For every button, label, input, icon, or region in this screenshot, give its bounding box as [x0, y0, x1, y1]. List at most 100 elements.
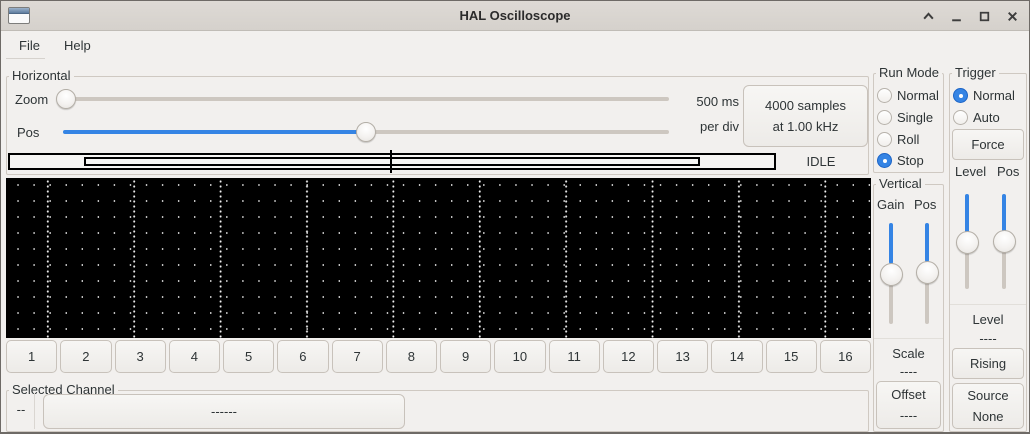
radio-label: Normal — [897, 88, 939, 103]
radio-icon — [877, 88, 892, 103]
vertical-pos-label: Pos — [914, 197, 937, 212]
trigger-option-auto[interactable]: Auto — [953, 109, 1000, 126]
channel-button-2[interactable]: 2 — [60, 340, 112, 373]
radio-label: Single — [897, 110, 934, 125]
run-mode-option-stop[interactable]: Stop — [877, 152, 924, 169]
selected-channel-number: -- — [16, 402, 26, 417]
channel-button-row: 1 2 3 4 5 6 7 8 9 10 11 12 13 14 15 16 — [6, 340, 871, 373]
vertical-pos-slider-fill[interactable] — [925, 223, 929, 262]
maximize-icon[interactable] — [975, 7, 993, 25]
scope-display[interactable] — [6, 178, 871, 338]
offset-button-value: ---- — [899, 408, 918, 423]
channel-button-14[interactable]: 14 — [711, 340, 763, 373]
trigger-frame-label: Trigger — [952, 65, 999, 81]
status-badge: IDLE — [806, 154, 836, 169]
samples-button[interactable]: 4000 samples at 1.00 kHz — [743, 85, 868, 147]
gain-slider-fill[interactable] — [889, 223, 893, 264]
trigger-separator — [950, 304, 1026, 305]
samples-rate: at 1.00 kHz — [772, 119, 839, 134]
timebase-readout: 500 ms per div — [663, 89, 739, 139]
radio-icon — [877, 110, 892, 125]
shade-icon[interactable] — [919, 7, 937, 25]
run-mode-option-roll[interactable]: Roll — [877, 131, 919, 148]
radio-icon-selected — [953, 88, 968, 103]
vertical-frame-label: Vertical — [876, 176, 925, 192]
force-button[interactable]: Force — [952, 129, 1024, 160]
source-button-label: Source — [967, 388, 1009, 403]
window-controls — [919, 1, 1021, 31]
run-mode-option-normal[interactable]: Normal — [877, 87, 939, 104]
minimize-icon[interactable] — [947, 7, 965, 25]
selected-channel-divider — [34, 393, 35, 429]
channel-button-11[interactable]: 11 — [548, 340, 600, 373]
channel-button-9[interactable]: 9 — [440, 340, 492, 373]
menu-bar: File Help — [1, 31, 1029, 59]
radio-label: Roll — [897, 132, 920, 147]
selected-channel-name-button[interactable]: ------ — [43, 394, 405, 429]
pos-slider-handle[interactable] — [356, 122, 376, 142]
vertical-pos-slider-handle[interactable] — [916, 261, 939, 284]
record-position-marker — [390, 150, 392, 173]
trigger-pos-slider-track[interactable] — [1002, 232, 1006, 289]
vertical-frame: Vertical — [873, 176, 944, 432]
trigger-frame: Trigger — [949, 65, 1027, 432]
channel-button-15[interactable]: 15 — [765, 340, 817, 373]
radio-label: Auto — [973, 110, 1000, 125]
edge-button[interactable]: Rising — [952, 348, 1024, 379]
source-button-value: None — [972, 409, 1004, 424]
channel-button-16[interactable]: 16 — [819, 340, 871, 373]
channel-button-3[interactable]: 3 — [114, 340, 166, 373]
radio-icon — [877, 132, 892, 147]
trigger-pos-slider-fill[interactable] — [1002, 194, 1006, 232]
channel-button-8[interactable]: 8 — [385, 340, 437, 373]
offset-button-label: Offset — [891, 387, 926, 402]
trigger-level-label: Level — [972, 312, 1004, 327]
trigger-option-normal[interactable]: Normal — [953, 87, 1015, 104]
zoom-slider-handle[interactable] — [56, 89, 76, 109]
window-title: HAL Oscilloscope — [459, 8, 571, 23]
pos-slider-fill[interactable] — [63, 130, 366, 134]
radio-icon — [953, 110, 968, 125]
horizontal-frame-label: Horizontal — [9, 68, 74, 84]
channel-button-6[interactable]: 6 — [277, 340, 329, 373]
samples-count: 4000 samples — [765, 98, 846, 113]
trigger-level-slider-handle[interactable] — [956, 231, 979, 254]
trigger-level-slider-fill[interactable] — [965, 194, 969, 233]
zoom-label: Zoom — [15, 92, 49, 107]
channel-button-10[interactable]: 10 — [494, 340, 546, 373]
menu-help[interactable]: Help — [63, 37, 91, 53]
channel-button-12[interactable]: 12 — [602, 340, 654, 373]
run-mode-frame: Run Mode — [873, 65, 944, 173]
scale-value: ---- — [899, 364, 918, 379]
zoom-slider-track[interactable] — [58, 97, 669, 101]
channel-button-13[interactable]: 13 — [657, 340, 709, 373]
channel-button-4[interactable]: 4 — [168, 340, 220, 373]
gain-slider-handle[interactable] — [880, 263, 903, 286]
radio-label: Normal — [973, 88, 1015, 103]
gain-slider-track[interactable] — [889, 264, 893, 324]
radio-icon-selected — [877, 153, 892, 168]
run-mode-option-single[interactable]: Single — [877, 109, 933, 126]
record-inner-bar — [84, 157, 700, 166]
channel-button-1[interactable]: 1 — [6, 340, 58, 373]
vertical-separator — [874, 338, 943, 339]
horizontal-frame: Horizontal — [6, 68, 869, 175]
timebase-unit: per div — [699, 119, 739, 134]
offset-button[interactable]: Offset ---- — [876, 381, 941, 429]
trigger-level-slider-track[interactable] — [965, 233, 969, 289]
close-icon[interactable] — [1003, 7, 1021, 25]
channel-button-7[interactable]: 7 — [331, 340, 383, 373]
trigger-pos-slider-handle[interactable] — [993, 230, 1016, 253]
trigger-pos-slider-label: Pos — [997, 164, 1020, 179]
menu-underline — [6, 58, 45, 59]
pos-slider-track[interactable] — [366, 130, 669, 134]
vertical-pos-slider-track[interactable] — [925, 262, 929, 324]
run-mode-frame-label: Run Mode — [876, 65, 942, 81]
trigger-level-value: ---- — [979, 331, 997, 346]
menu-file[interactable]: File — [19, 37, 40, 53]
title-bar: HAL Oscilloscope — [1, 1, 1029, 31]
channel-button-5[interactable]: 5 — [223, 340, 275, 373]
radio-label: Stop — [897, 153, 924, 168]
source-button[interactable]: Source None — [952, 383, 1024, 429]
